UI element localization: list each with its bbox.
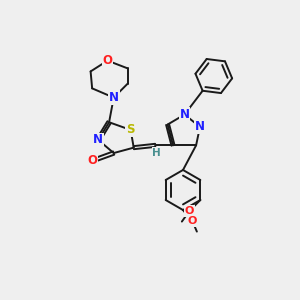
Text: O: O <box>87 154 97 167</box>
Text: O: O <box>188 216 197 226</box>
Text: N: N <box>195 120 205 134</box>
Text: N: N <box>179 108 190 121</box>
Text: N: N <box>109 91 119 104</box>
Text: H: H <box>152 148 161 158</box>
Text: S: S <box>126 123 135 136</box>
Text: O: O <box>185 206 194 216</box>
Text: N: N <box>93 134 103 146</box>
Text: O: O <box>103 54 112 67</box>
